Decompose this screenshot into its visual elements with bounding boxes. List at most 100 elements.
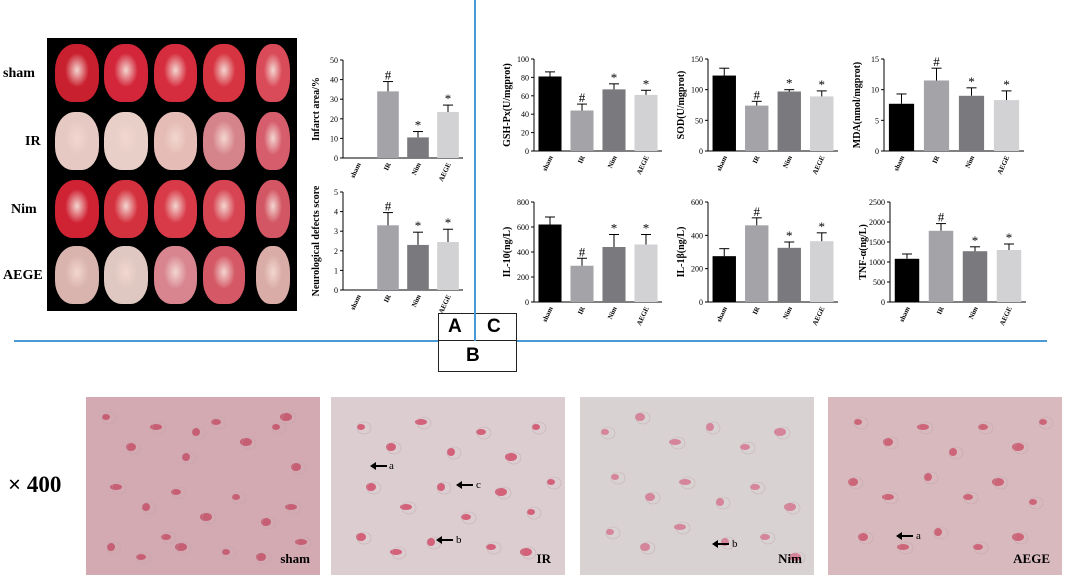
cell-nucleus: [357, 424, 365, 430]
cell-outline: [1038, 416, 1054, 430]
cell-nucleus: [1029, 499, 1037, 505]
cell-outline: [546, 476, 562, 490]
y-tick-label: 200: [691, 265, 703, 274]
cell-outline: [858, 531, 874, 545]
y-tick-label: 100: [517, 55, 529, 64]
y-tick-label: 600: [517, 223, 529, 232]
cell-outline: [476, 426, 492, 440]
significance-mark: *: [611, 70, 618, 85]
cell-outline: [760, 531, 776, 545]
brain-slice: [256, 112, 290, 170]
histology-label: sham: [280, 551, 310, 566]
y-tick-label: 500: [873, 278, 885, 287]
bar-aege: [634, 244, 658, 302]
panel-letter-c: C: [487, 316, 501, 337]
bar-nim: [777, 91, 801, 151]
y-tick-label: 4: [334, 208, 338, 217]
cell-nucleus: [716, 498, 724, 506]
bar-ir: [570, 265, 594, 302]
cell-outline: [600, 426, 616, 440]
horizontal-divider-left: [14, 340, 438, 342]
cell-nucleus: [285, 504, 297, 510]
cell-outline: [933, 526, 949, 540]
cell-outline: [883, 436, 899, 450]
cell-nucleus: [740, 444, 750, 450]
cell-outline: [111, 481, 127, 495]
cell-nucleus: [400, 504, 412, 510]
x-tick-label: Nim: [781, 154, 794, 169]
x-tick-label: sham: [541, 154, 555, 172]
cell-outline: [256, 551, 272, 565]
bar-aege: [634, 94, 658, 151]
cell-outline: [978, 421, 994, 435]
brain-slice: [153, 180, 197, 238]
bar-aege: [810, 96, 834, 151]
cell-outline: [973, 541, 989, 555]
x-tick-label: Nim: [964, 154, 977, 169]
x-tick-label: AEGE: [437, 161, 453, 183]
cell-outline: [291, 461, 307, 475]
cell-outline: [386, 441, 402, 455]
cell-nucleus: [427, 538, 435, 546]
y-axis-label: Infarct area/%: [311, 77, 322, 141]
bar-aege: [993, 100, 1020, 151]
x-tick-label: AEGE: [437, 293, 453, 315]
chart-il1b: 0 200 400 600 IL-1β(ng/L) sham # IR * Nim * AEGE: [676, 198, 838, 327]
bar-aege: [437, 241, 459, 290]
chart-gsh-px: 0 20 40 60 80 100 GSH-Px(U/mgprot) sham # IR * Nim *…: [502, 55, 662, 176]
bar-nim: [962, 251, 988, 302]
y-tick-label: 0: [334, 286, 338, 295]
x-tick-label: Nim: [781, 305, 794, 320]
chart-sod: 0 50 100 150 SOD(U/mgprot) sham # IR * Nim * AEGE: [676, 55, 838, 176]
bar-aege: [437, 111, 459, 158]
brain-slice: [256, 246, 290, 304]
cell-outline: [271, 421, 287, 435]
tissue-texture: [356, 416, 562, 560]
bar-ir: [377, 91, 399, 158]
significance-mark: *: [972, 233, 979, 248]
cell-nucleus: [390, 549, 402, 555]
brain-slice: [203, 246, 245, 304]
y-tick-label: 0: [334, 154, 338, 163]
bar-aege: [810, 241, 834, 302]
significance-mark: *: [1006, 230, 1013, 245]
y-tick-label: 10: [330, 134, 338, 143]
cell-nucleus: [461, 514, 471, 520]
cell-nucleus: [645, 493, 655, 501]
x-tick-label: IR: [576, 305, 587, 316]
cell-outline: [645, 491, 661, 505]
cell-outline: [241, 436, 257, 450]
cell-nucleus: [415, 419, 427, 425]
bar-ir: [745, 105, 769, 151]
arrow-layer: [896, 532, 913, 540]
cell-outline: [610, 471, 626, 485]
slice-group-label: sham: [3, 66, 35, 81]
bar-ir: [923, 80, 950, 151]
cell-outline: [775, 426, 791, 440]
cell-nucleus: [601, 429, 609, 435]
cell-nucleus: [356, 533, 366, 541]
significance-mark: *: [819, 77, 826, 92]
bar-ir: [928, 230, 954, 302]
cell-nucleus: [110, 484, 122, 490]
x-tick-label: sham: [349, 293, 363, 311]
cell-nucleus: [295, 539, 307, 545]
cell-nucleus: [437, 483, 445, 491]
significance-mark: *: [1003, 77, 1010, 92]
x-tick-label: sham: [892, 154, 906, 172]
significance-mark: *: [819, 219, 826, 234]
x-tick-label: IR: [931, 154, 942, 165]
bar-sham: [538, 76, 562, 151]
cell-outline: [126, 441, 142, 455]
arrow-head: [370, 462, 376, 470]
brain-slice: [55, 44, 99, 102]
brain-slice: [55, 112, 99, 170]
chart-il10: 0 200 400 600 800 IL-10(ng/L) sham # IR * Nim * AEGE: [502, 198, 662, 327]
bar-sham: [888, 103, 915, 151]
cell-nucleus: [635, 413, 645, 421]
arrow-label: a: [389, 460, 394, 472]
brain-slices-image: sham IR Nim AEGE: [3, 38, 297, 311]
significance-mark: #: [933, 54, 940, 69]
bar-nim: [958, 95, 985, 151]
cell-outline: [366, 481, 382, 495]
